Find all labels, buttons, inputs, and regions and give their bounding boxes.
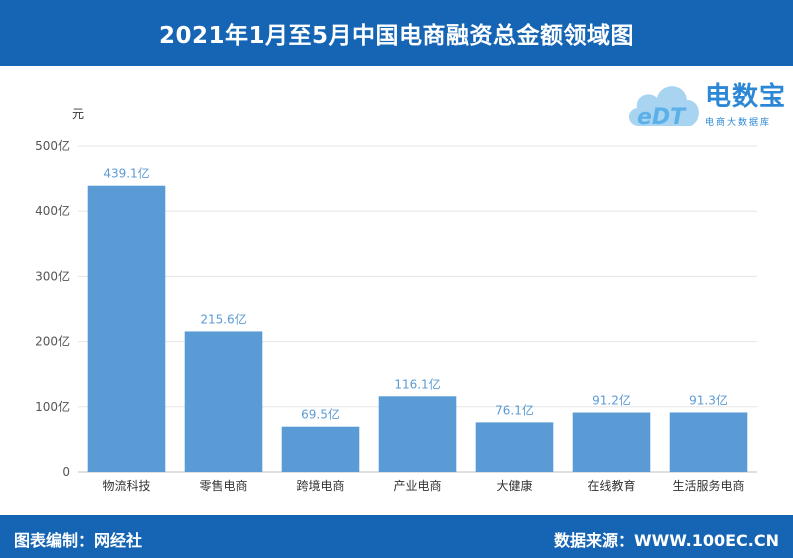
x-tick-label: 大健康 xyxy=(496,478,532,493)
logo-title: 电数宝 xyxy=(705,82,787,112)
data-label: 215.6亿 xyxy=(200,311,246,326)
x-tick-label: 生活服务电商 xyxy=(672,478,744,493)
bar xyxy=(87,185,166,473)
edt-logo: eDT 电数宝 电商大数据库 xyxy=(625,70,790,136)
y-tick-label: 500亿 xyxy=(35,138,70,153)
bar xyxy=(475,422,554,472)
chart-title-bar: 2021年1月至5月中国电商融资总金额领域图 xyxy=(0,0,793,66)
y-unit-label: 元 xyxy=(72,107,84,121)
bar xyxy=(281,426,360,472)
footer-credit: 图表编制：网经社 xyxy=(14,531,143,550)
chart-area: 元 0 100亿 200亿 300亿 400亿 500亿 439.1亿 物流科技 215.6亿 零售… xyxy=(0,66,793,515)
x-tick-label: 零售电商 xyxy=(199,478,247,493)
footer-bar: 图表编制：网经社 数据来源：WWW.100EC.CN xyxy=(0,515,793,558)
bar xyxy=(669,412,748,472)
y-tick-label: 200亿 xyxy=(35,334,70,349)
data-label: 69.5亿 xyxy=(301,407,340,422)
y-tick-label: 400亿 xyxy=(35,203,70,218)
y-tick-label: 100亿 xyxy=(35,399,70,414)
x-tick-label: 物流科技 xyxy=(102,479,150,493)
data-label: 91.2亿 xyxy=(592,393,631,408)
data-label: 76.1亿 xyxy=(495,402,534,417)
x-tick-label: 产业电商 xyxy=(393,478,441,493)
footer-source: 数据来源：WWW.100EC.CN xyxy=(553,531,779,550)
bar xyxy=(378,396,457,472)
data-label: 116.1亿 xyxy=(394,376,440,391)
logo-mark: eDT xyxy=(637,105,687,130)
y-tick-label: 0 xyxy=(62,465,70,479)
y-tick-label: 300亿 xyxy=(35,268,70,283)
data-label: 439.1亿 xyxy=(103,166,149,181)
data-label: 91.3亿 xyxy=(689,392,728,407)
logo-subtitle: 电商大数据库 xyxy=(705,118,772,128)
x-tick-label: 跨境电商 xyxy=(296,478,344,493)
chart-title: 2021年1月至5月中国电商融资总金额领域图 xyxy=(158,23,635,49)
x-tick-label: 在线教育 xyxy=(587,478,635,493)
bar xyxy=(184,331,263,472)
bar xyxy=(572,412,651,472)
cloud-logo-icon: eDT xyxy=(628,86,699,130)
